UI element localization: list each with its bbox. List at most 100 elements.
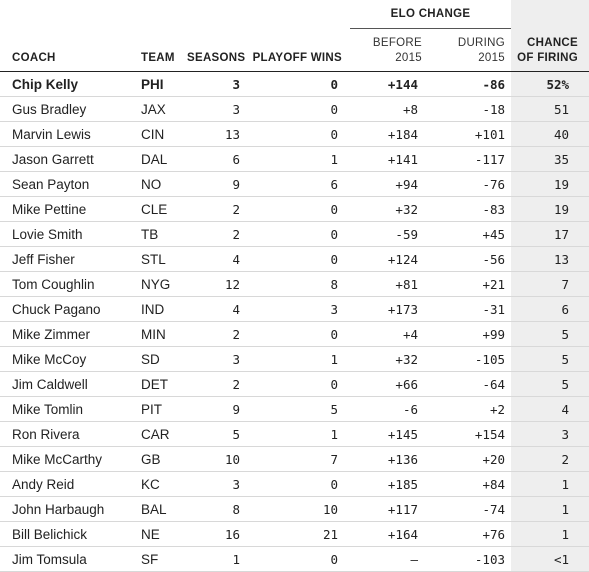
during-cell: +84 [430,471,512,497]
during-cell: +154 [430,421,512,447]
table-row: Mike Pettine CLE 2 0 +32 -83 19 [0,196,589,222]
during-cell: +99 [430,321,512,347]
table-header: ELO CHANGE COACH TEAM SEASONS PLAYOFF WI… [0,0,589,72]
before-cell: +94 [350,171,430,197]
team-cell: MIN [141,321,187,347]
during-cell: +45 [430,221,512,247]
before-cell: +144 [350,71,430,97]
coach-cell: Bill Belichick [0,521,141,547]
playoff-wins-cell: 1 [252,421,350,447]
coach-cell: Ron Rivera [0,421,141,447]
playoff-wins-column-header: PLAYOFF WINS [252,28,350,72]
chance-cell: 40 [511,121,589,147]
column-header-row: COACH TEAM SEASONS PLAYOFF WINS BEFORE 2… [0,28,589,72]
seasons-cell: 3 [187,471,252,497]
table-row: Bill Belichick NE 16 21 +164 +76 1 [0,521,589,547]
chance-group-spacer [511,0,589,29]
team-cell: DET [141,371,187,397]
before-cell: +4 [350,321,430,347]
during-cell: -103 [430,546,512,572]
team-cell: NO [141,171,187,197]
team-cell: CAR [141,421,187,447]
playoff-wins-cell: 0 [252,546,350,572]
during-header-line1: DURING [457,37,506,49]
playoff-wins-cell: 1 [252,346,350,372]
during-cell: -86 [430,71,512,97]
table-row: Jeff Fisher STL 4 0 +124 -56 13 [0,246,589,272]
coach-cell: Jeff Fisher [0,246,141,272]
table-row: Mike Tomlin PIT 9 5 -6 +2 4 [0,396,589,422]
during-2015-column-header: DURING 2015 [430,28,512,72]
during-cell: -105 [430,346,512,372]
coach-cell: Mike Pettine [0,196,141,222]
table-row: Chuck Pagano IND 4 3 +173 -31 6 [0,296,589,322]
chance-cell: 5 [511,371,589,397]
team-cell: PHI [141,71,187,97]
seasons-cell: 2 [187,196,252,222]
playoff-wins-cell: 0 [252,121,350,147]
seasons-cell: 9 [187,396,252,422]
before-cell: +141 [350,146,430,172]
team-cell: NE [141,521,187,547]
group-header-row: ELO CHANGE [0,0,589,29]
coach-cell: Mike McCoy [0,346,141,372]
seasons-cell: 6 [187,146,252,172]
coach-cell: Jim Caldwell [0,371,141,397]
playoff-wins-cell: 0 [252,321,350,347]
during-cell: +76 [430,521,512,547]
chance-cell: 1 [511,471,589,497]
before-cell: -59 [350,221,430,247]
coach-column-header: COACH [0,28,141,72]
during-cell: -56 [430,246,512,272]
team-cell: NYG [141,271,187,297]
before-cell: +32 [350,346,430,372]
table-row: Jason Garrett DAL 6 1 +141 -117 35 [0,146,589,172]
seasons-column-header: SEASONS [187,28,252,72]
before-cell: +81 [350,271,430,297]
before-header-line1: BEFORE [372,37,422,49]
chance-cell: 35 [511,146,589,172]
before-header-line2: 2015 [395,52,422,64]
playoff-wins-cell: 0 [252,96,350,122]
coach-cell: Jason Garrett [0,146,141,172]
before-cell: +32 [350,196,430,222]
coach-cell: Jim Tomsula [0,546,141,572]
playoff-wins-cell: 8 [252,271,350,297]
team-cell: SF [141,546,187,572]
before-cell: +124 [350,246,430,272]
playoff-wins-cell: 0 [252,246,350,272]
table-row: Mike McCarthy GB 10 7 +136 +20 2 [0,446,589,472]
coach-cell: Chip Kelly [0,71,141,97]
before-cell: +66 [350,371,430,397]
chance-cell: <1 [511,546,589,572]
playoff-wins-cell: 0 [252,221,350,247]
table-row: Andy Reid KC 3 0 +185 +84 1 [0,471,589,497]
during-cell: +2 [430,396,512,422]
team-column-header: TEAM [141,28,187,72]
playoff-wins-cell: 1 [252,146,350,172]
chance-cell: 13 [511,246,589,272]
elo-change-group-header: ELO CHANGE [350,0,512,29]
chance-cell: 2 [511,446,589,472]
during-cell: -64 [430,371,512,397]
team-cell: STL [141,246,187,272]
before-cell: +184 [350,121,430,147]
coach-cell: Lovie Smith [0,221,141,247]
table-row: Jim Tomsula SF 1 0– -103 <1 [0,546,589,572]
chance-of-firing-column-header: CHANCE OF FIRING [511,28,589,72]
before-cell: – [350,546,430,572]
chance-header-line1: CHANCE [527,37,579,49]
playoff-wins-cell: 0 [252,71,350,97]
playoff-wins-cell: 10 [252,496,350,522]
table-body: Chip Kelly PHI 3 0 +144 -86 52% Gus Bradley JAX 3… [0,71,589,572]
playoff-wins-cell: 5 [252,396,350,422]
chance-cell: 7 [511,271,589,297]
chance-cell: 6 [511,296,589,322]
during-cell: -117 [430,146,512,172]
seasons-cell: 4 [187,246,252,272]
playoff-wins-cell: 0 [252,196,350,222]
playoff-wins-cell: 0 [252,371,350,397]
chance-cell: 52% [511,71,589,97]
